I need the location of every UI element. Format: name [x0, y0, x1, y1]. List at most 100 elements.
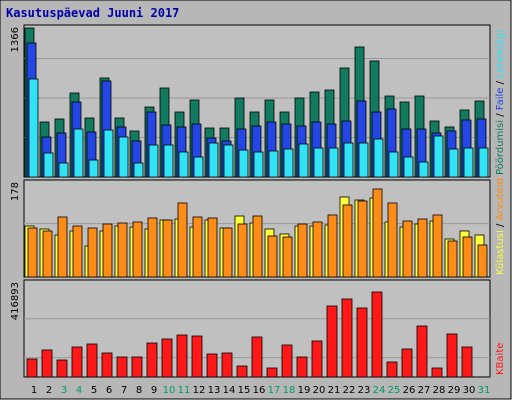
bar-Lehekülgi-day-17	[268, 150, 279, 178]
x-tick-label-day-20: 20	[313, 385, 326, 396]
bar-Lehekülgi-day-24	[373, 138, 384, 178]
bar-Lehekülgi-day-19	[298, 143, 309, 178]
bar-Lehekülgi-day-21	[328, 147, 339, 178]
bar-Lehekülgi-day-20	[313, 147, 324, 178]
bar-Arvuteid-day-12	[192, 216, 203, 278]
bar-Arvuteid-day-14	[222, 227, 233, 278]
bar-Arvuteid-day-25	[387, 202, 398, 278]
panel-1-ymax-label: 1366	[10, 27, 21, 52]
bar-Lehekülgi-day-9	[148, 144, 159, 178]
panel-2-legend-part-1: Külastusi	[495, 230, 506, 275]
bar-Lehekülgi-day-6	[103, 129, 114, 178]
bar-KBaite-day-5	[86, 343, 98, 378]
bar-Lehekülgi-day-13	[208, 142, 219, 178]
x-tick-label-day-23: 23	[358, 385, 371, 396]
bar-Arvuteid-day-24	[372, 188, 383, 278]
x-tick-label-day-2: 2	[46, 385, 52, 396]
bar-Arvuteid-day-2	[42, 230, 53, 278]
bar-Arvuteid-day-30	[462, 236, 473, 278]
x-tick-label-day-27: 27	[418, 385, 431, 396]
bar-Lehekülgi-day-12	[193, 156, 204, 178]
bar-KBaite-day-23	[356, 307, 368, 378]
bar-KBaite-day-8	[131, 356, 143, 378]
bar-Arvuteid-day-5	[87, 227, 98, 278]
x-tick-label-day-12: 12	[193, 385, 206, 396]
bar-Arvuteid-day-6	[102, 223, 113, 278]
panel-3-legend: KBaite	[495, 343, 506, 375]
bar-Lehekülgi-day-30	[463, 147, 474, 178]
x-tick-label-day-21: 21	[328, 385, 341, 396]
bar-Arvuteid-day-9	[147, 217, 158, 278]
bar-Arvuteid-day-31	[477, 244, 488, 278]
panel-1-legend-part-5: Lehekülgi	[495, 30, 506, 78]
bar-Arvuteid-day-7	[117, 222, 128, 278]
x-tick-label-day-11: 11	[178, 385, 191, 396]
bar-KBaite-day-1	[26, 358, 38, 378]
bar-Arvuteid-day-23	[357, 200, 368, 278]
bar-KBaite-day-21	[326, 305, 338, 378]
bar-Lehekülgi-day-7	[118, 136, 129, 178]
bar-Lehekülgi-day-11	[178, 151, 189, 178]
x-tick-label-day-19: 19	[298, 385, 311, 396]
bar-KBaite-day-6	[101, 352, 113, 378]
bar-Arvuteid-day-15	[237, 223, 248, 278]
bar-Lehekülgi-day-23	[358, 142, 369, 178]
bar-KBaite-day-3	[56, 359, 68, 378]
x-tick-label-day-15: 15	[238, 385, 251, 396]
bar-Arvuteid-day-26	[402, 220, 413, 278]
bar-KBaite-day-11	[176, 334, 188, 378]
x-tick-label-day-24: 24	[373, 385, 386, 396]
bar-Arvuteid-day-3	[57, 216, 68, 278]
bar-KBaite-day-26	[401, 348, 413, 378]
bar-Arvuteid-day-29	[447, 240, 458, 278]
x-tick-label-day-31: 31	[478, 385, 491, 396]
x-tick-label-day-30: 30	[463, 385, 476, 396]
bar-Lehekülgi-day-22	[343, 142, 354, 178]
bar-Arvuteid-day-10	[162, 219, 173, 278]
bar-Arvuteid-day-17	[267, 235, 278, 278]
panel-1-legend-part-3: Faile	[495, 88, 506, 111]
bar-Lehekülgi-day-10	[163, 144, 174, 178]
bar-KBaite-day-28	[431, 367, 443, 378]
x-tick-label-day-6: 6	[106, 385, 112, 396]
bar-Arvuteid-day-11	[177, 202, 188, 278]
bar-KBaite-day-30	[461, 346, 473, 378]
bar-KBaite-day-20	[311, 340, 323, 378]
bar-Arvuteid-day-4	[72, 225, 83, 278]
panel-3-ymax-label: 416893	[10, 282, 21, 320]
bar-KBaite-day-17	[266, 367, 278, 378]
bar-Arvuteid-day-1	[27, 227, 38, 278]
panel-1-legend-part-4: /	[495, 78, 506, 88]
bar-KBaite-day-16	[251, 336, 263, 378]
bar-Lehekülgi-day-1	[28, 78, 39, 178]
panel-3-legend-part-1: KBaite	[495, 343, 506, 375]
x-tick-label-day-18: 18	[283, 385, 296, 396]
bar-Lehekülgi-day-29	[448, 148, 459, 178]
bar-Arvuteid-day-28	[432, 214, 443, 278]
bar-KBaite-day-15	[236, 365, 248, 378]
x-tick-label-day-14: 14	[223, 385, 236, 396]
bar-KBaite-day-12	[191, 335, 203, 378]
bar-Lehekülgi-day-18	[283, 148, 294, 178]
bar-Lehekülgi-day-31	[478, 147, 489, 178]
x-tick-label-day-22: 22	[343, 385, 356, 396]
x-tick-label-day-26: 26	[403, 385, 416, 396]
bar-Lehekülgi-day-26	[403, 156, 414, 178]
bar-Lehekülgi-day-5	[88, 159, 99, 178]
x-tick-label-day-3: 3	[61, 385, 67, 396]
bar-KBaite-day-24	[371, 291, 383, 378]
bar-KBaite-day-2	[41, 349, 53, 378]
panel-2-legend-part-2: /	[495, 221, 506, 231]
bar-Arvuteid-day-19	[297, 223, 308, 278]
panel-1-legend: Pöördumisi / Faile / Lehekülgi	[495, 30, 506, 175]
panel-2-legend: Külastusi / Arvuteid	[495, 178, 506, 275]
bar-Lehekülgi-day-2	[43, 152, 54, 178]
bar-Lehekülgi-day-4	[73, 128, 84, 178]
x-tick-label-day-8: 8	[136, 385, 142, 396]
bar-Arvuteid-day-21	[327, 214, 338, 278]
bar-Arvuteid-day-18	[282, 236, 293, 278]
x-tick-label-day-9: 9	[151, 385, 157, 396]
panel-2-legend-part-3: Arvuteid	[495, 178, 506, 220]
x-tick-label-day-13: 13	[208, 385, 221, 396]
